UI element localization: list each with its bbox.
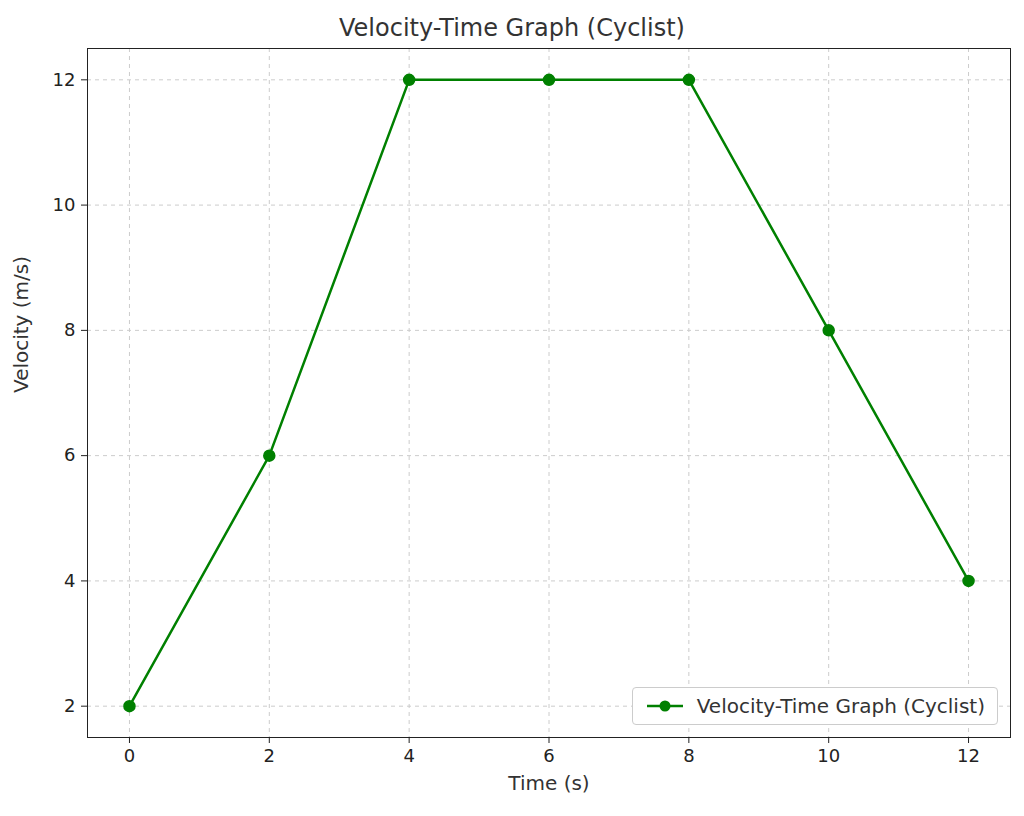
svg-text:2: 2 (64, 695, 75, 716)
svg-text:8: 8 (64, 319, 75, 340)
html-text:Velocity-Time Graph (Cyclist): Velocity-Time Graph (Cyclist) (339, 14, 685, 42)
svg-text:10: 10 (53, 194, 76, 215)
svg-text:6: 6 (64, 444, 75, 465)
html-text:Velocity-Time Graph (Cyclist): Velocity-Time Graph (Cyclist) (696, 694, 985, 718)
svg-text:12: 12 (957, 745, 980, 766)
svg-text:4: 4 (64, 570, 75, 591)
svg-text:0: 0 (124, 745, 135, 766)
svg-text:4: 4 (403, 745, 414, 766)
svg-text:6: 6 (543, 745, 554, 766)
svg-text:8: 8 (683, 745, 694, 766)
svg-text:2: 2 (264, 745, 275, 766)
svg-text:10: 10 (817, 745, 840, 766)
svg-text:Time (s): Time (s) (507, 771, 589, 795)
svg-text:Velocity (m/s): Velocity (m/s) (9, 256, 33, 393)
svg-text:12: 12 (53, 69, 76, 90)
